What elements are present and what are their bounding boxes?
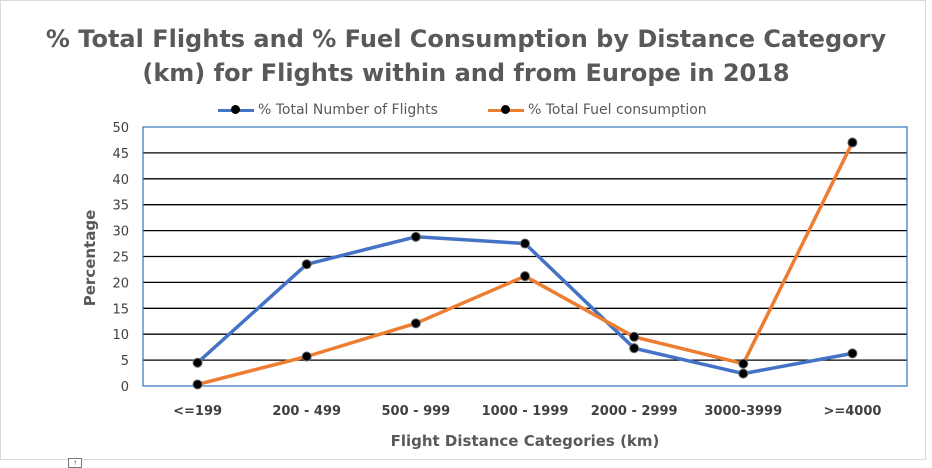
data-point-1	[738, 358, 749, 369]
gridlines	[143, 152, 907, 361]
series-group	[192, 137, 858, 390]
x-tick-label: 200 - 499	[272, 404, 341, 419]
y-tick-label: 20	[112, 276, 129, 291]
series-line-0	[196, 235, 853, 376]
y-tick-label: 5	[121, 354, 129, 369]
data-point-0	[738, 368, 749, 379]
y-tick-label: 50	[112, 121, 129, 136]
legend-marker-fuel	[501, 104, 510, 114]
x-tick-label: 500 - 999	[381, 404, 450, 419]
x-axis-title: Flight Distance Categories (km)	[391, 432, 660, 450]
y-tick-label: 45	[112, 147, 129, 162]
data-point-0	[629, 343, 640, 354]
legend-marker-flights	[231, 104, 240, 114]
data-point-0	[847, 348, 858, 359]
legend-item-fuel: % Total Fuel consumption	[488, 102, 707, 118]
data-point-1	[410, 318, 421, 329]
plot-area-border	[142, 126, 908, 387]
y-tick-label: 30	[112, 225, 129, 240]
legend-item-flights: % Total Number of Flights	[218, 102, 438, 118]
data-point-0	[192, 357, 203, 368]
x-tick-label: >=4000	[823, 404, 881, 419]
x-axis-ticks: <=199 200 - 499 500 - 999 1000 - 1999 2000 -…	[173, 404, 881, 419]
y-axis-ticks: 0 5 10 15 20 25 30 35 40 45 50	[112, 121, 129, 395]
data-point-1	[847, 137, 858, 148]
legend-label-flights: % Total Number of Flights	[258, 102, 438, 118]
data-point-1	[520, 271, 530, 282]
data-point-1	[629, 331, 640, 342]
x-tick-label: 3000-3999	[704, 404, 782, 419]
legend-line-fuel	[488, 104, 524, 114]
data-point-0	[410, 231, 421, 242]
y-tick-label: 15	[112, 302, 129, 317]
y-tick-label: 35	[112, 199, 129, 214]
chart-title-line-2: (km) for Flights within and from Europe …	[142, 59, 790, 87]
y-tick-label: 0	[121, 380, 129, 395]
chart-title-line-1: % Total Flights and % Fuel Consumption b…	[45, 25, 887, 53]
data-point-1	[192, 379, 203, 390]
y-tick-label: 25	[112, 251, 129, 266]
data-point-1	[301, 351, 312, 362]
y-tick-label: 40	[112, 173, 129, 188]
x-tick-label: <=199	[173, 404, 222, 419]
legend: % Total Number of Flights % Total Fuel c…	[0, 102, 932, 124]
y-axis-title: Percentage	[81, 210, 99, 307]
legend-label-fuel: % Total Fuel consumption	[528, 102, 707, 118]
y-tick-label: 10	[112, 328, 129, 343]
data-point-0	[301, 259, 312, 270]
x-tick-label: 2000 - 2999	[591, 404, 678, 419]
x-tick-label: 1000 - 1999	[482, 404, 569, 419]
data-point-0	[520, 238, 530, 249]
legend-line-flights	[218, 104, 254, 114]
resize-handle[interactable]: ↑	[68, 458, 82, 468]
